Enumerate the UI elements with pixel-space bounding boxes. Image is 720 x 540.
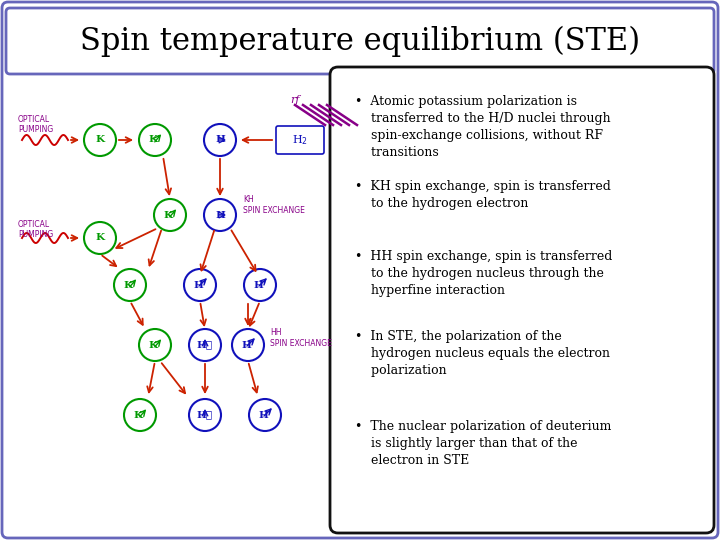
Text: K: K: [96, 233, 104, 242]
Text: K': K': [149, 341, 161, 349]
Text: •  HH spin exchange, spin is transferred
    to the hydrogen nucleus through the: • HH spin exchange, spin is transferred …: [355, 250, 613, 297]
FancyBboxPatch shape: [6, 8, 714, 74]
Text: OPTICAL
PUMPING: OPTICAL PUMPING: [18, 115, 53, 134]
Text: K': K': [164, 211, 176, 219]
Text: •  KH spin exchange, spin is transferred
    to the hydrogen electron: • KH spin exchange, spin is transferred …: [355, 180, 611, 210]
Text: H⃗: H⃗: [197, 410, 213, 420]
Text: OPTICAL
PUMPING: OPTICAL PUMPING: [18, 220, 53, 239]
Text: K: K: [96, 136, 104, 145]
Text: •  Atomic potassium polarization is
    transferred to the H/D nuclei through
  : • Atomic potassium polarization is trans…: [355, 95, 611, 159]
Text: H$_2$: H$_2$: [292, 133, 308, 147]
Text: H': H': [253, 280, 266, 289]
Text: rf: rf: [290, 95, 300, 105]
Text: KH
SPIN EXCHANGE: KH SPIN EXCHANGE: [243, 195, 305, 215]
FancyBboxPatch shape: [276, 126, 324, 154]
Text: H': H': [194, 280, 207, 289]
Text: K': K': [134, 410, 146, 420]
FancyBboxPatch shape: [330, 67, 714, 533]
Text: K': K': [124, 280, 136, 289]
Text: •  The nuclear polarization of deuterium
    is slightly larger than that of the: • The nuclear polarization of deuterium …: [355, 420, 611, 467]
Text: Spin temperature equilibrium (STE): Spin temperature equilibrium (STE): [80, 25, 640, 57]
Text: K': K': [149, 136, 161, 145]
Text: H: H: [215, 136, 225, 145]
Text: H: H: [215, 211, 225, 219]
Text: HH
SPIN EXCHANGE: HH SPIN EXCHANGE: [270, 328, 332, 348]
Text: •  In STE, the polarization of the
    hydrogen nucleus equals the electron
    : • In STE, the polarization of the hydrog…: [355, 330, 610, 377]
Text: H': H': [241, 341, 255, 349]
Text: H⃗: H⃗: [197, 341, 213, 349]
Text: H': H': [258, 410, 271, 420]
